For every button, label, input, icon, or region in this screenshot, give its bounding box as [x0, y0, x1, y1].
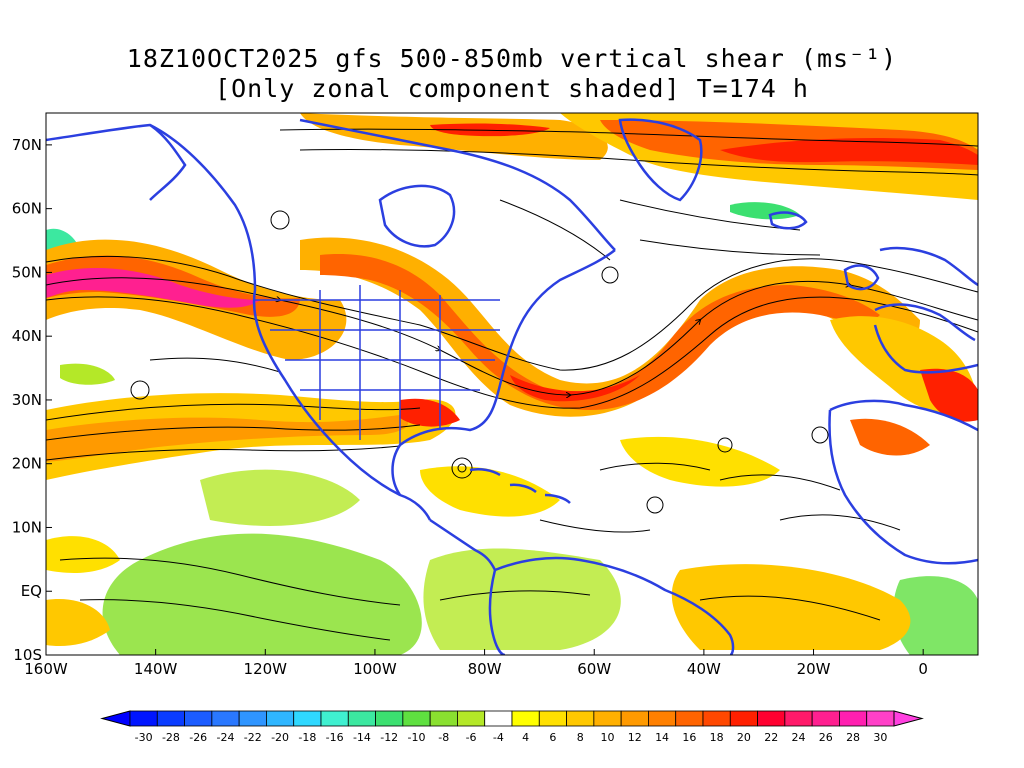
colorbar-label: 14	[655, 731, 669, 744]
colorbar-swatch	[211, 710, 240, 727]
colorbar-label: -10	[408, 731, 426, 744]
map-title: 18Z10OCT2025 gfs 500-850mb vertical shea…	[126, 44, 898, 73]
lon-label: 60W	[577, 660, 611, 678]
colorbar-swatch	[429, 710, 458, 727]
colorbar-swatch	[757, 710, 786, 727]
colorbar-label: -16	[326, 731, 344, 744]
colorbar-swatch	[375, 710, 404, 727]
colorbar-label: 10	[601, 731, 615, 744]
lat-label: 10N	[12, 518, 42, 536]
streamlines	[46, 128, 978, 641]
colorbar-low-arrow	[100, 710, 131, 727]
lat-label: 70N	[12, 136, 42, 154]
map-subtitle: [Only zonal component shaded] T=174 h	[215, 74, 809, 103]
colorbar-label: 22	[764, 731, 778, 744]
lon-label: 0	[918, 660, 928, 678]
colorbar-swatch	[402, 710, 431, 727]
colorbar-label: -12	[380, 731, 398, 744]
colorbar-label: 12	[628, 731, 642, 744]
lat-label: 20N	[12, 455, 42, 473]
colorbar-label: 16	[682, 731, 696, 744]
colorbar-label: 28	[846, 731, 860, 744]
colorbar-swatch	[811, 710, 840, 727]
colorbar: -30 -28 -26 -24 -22 -20 -18 -16 -14 -12 -10 -8 -6 -4 4…	[100, 710, 924, 744]
colorbar-label: -30	[135, 731, 153, 744]
map-plot-area	[46, 113, 978, 655]
coastlines	[46, 118, 978, 655]
colorbar-swatch	[593, 710, 622, 727]
colorbar-label: -24	[217, 731, 235, 744]
lon-label: 20W	[797, 660, 831, 678]
lat-label: 40N	[12, 327, 42, 345]
colorbar-label: 26	[819, 731, 833, 744]
lon-label: 140W	[134, 660, 178, 678]
lon-label: 80W	[468, 660, 502, 678]
colorbar-swatch	[566, 710, 595, 727]
lat-label: EQ	[21, 582, 42, 600]
colorbar-high-arrow	[893, 710, 924, 727]
colorbar-swatch	[511, 710, 540, 727]
colorbar-swatch	[784, 710, 813, 727]
colorbar-swatch	[866, 710, 895, 727]
colorbar-label: -4	[493, 731, 504, 744]
colorbar-label: 4	[522, 731, 529, 744]
colorbar-swatch	[729, 710, 758, 727]
colorbar-swatch	[484, 710, 513, 727]
lat-label: 60N	[12, 200, 42, 218]
lon-label: 100W	[353, 660, 397, 678]
colorbar-label: -22	[244, 731, 262, 744]
colorbar-swatch	[648, 710, 677, 727]
lon-label: 40W	[687, 660, 721, 678]
colorbar-swatch	[620, 710, 649, 727]
latitude-axis: 70N 60N 50N 40N 30N 20N 10N EQ 10S	[12, 136, 52, 664]
lon-label: 120W	[244, 660, 288, 678]
colorbar-swatch	[702, 710, 731, 727]
map-frame	[45, 112, 979, 656]
colorbar-label: 8	[577, 731, 584, 744]
lat-label: 10S	[13, 646, 42, 664]
colorbar-swatch	[457, 710, 486, 727]
colorbar-label: -18	[298, 731, 316, 744]
colorbar-swatch	[184, 710, 213, 727]
colorbar-label: -20	[271, 731, 289, 744]
colorbar-swatch	[266, 710, 295, 727]
colorbar-label: -14	[353, 731, 371, 744]
colorbar-label: -26	[189, 731, 207, 744]
lat-label: 50N	[12, 263, 42, 281]
colorbar-label: 18	[710, 731, 724, 744]
colorbar-swatch	[293, 710, 322, 727]
lon-label: 160W	[24, 660, 68, 678]
colorbar-swatch	[156, 710, 185, 727]
colorbar-label: -28	[162, 731, 180, 744]
colorbar-swatch	[538, 710, 567, 727]
colorbar-swatch	[839, 710, 868, 727]
longitude-axis: 160W 140W 120W 100W 80W 60W 40W 20W 0	[24, 649, 928, 678]
colorbar-swatch	[129, 710, 158, 727]
colorbar-swatch	[675, 710, 704, 727]
colorbar-label: 30	[873, 731, 887, 744]
colorbar-label: -6	[466, 731, 477, 744]
colorbar-swatch	[347, 710, 376, 727]
colorbar-swatch	[238, 710, 267, 727]
colorbar-label: 20	[737, 731, 751, 744]
colorbar-label: 24	[792, 731, 806, 744]
lat-label: 30N	[12, 391, 42, 409]
colorbar-label: -8	[438, 731, 449, 744]
colorbar-label: 6	[549, 731, 556, 744]
colorbar-swatch	[320, 710, 349, 727]
